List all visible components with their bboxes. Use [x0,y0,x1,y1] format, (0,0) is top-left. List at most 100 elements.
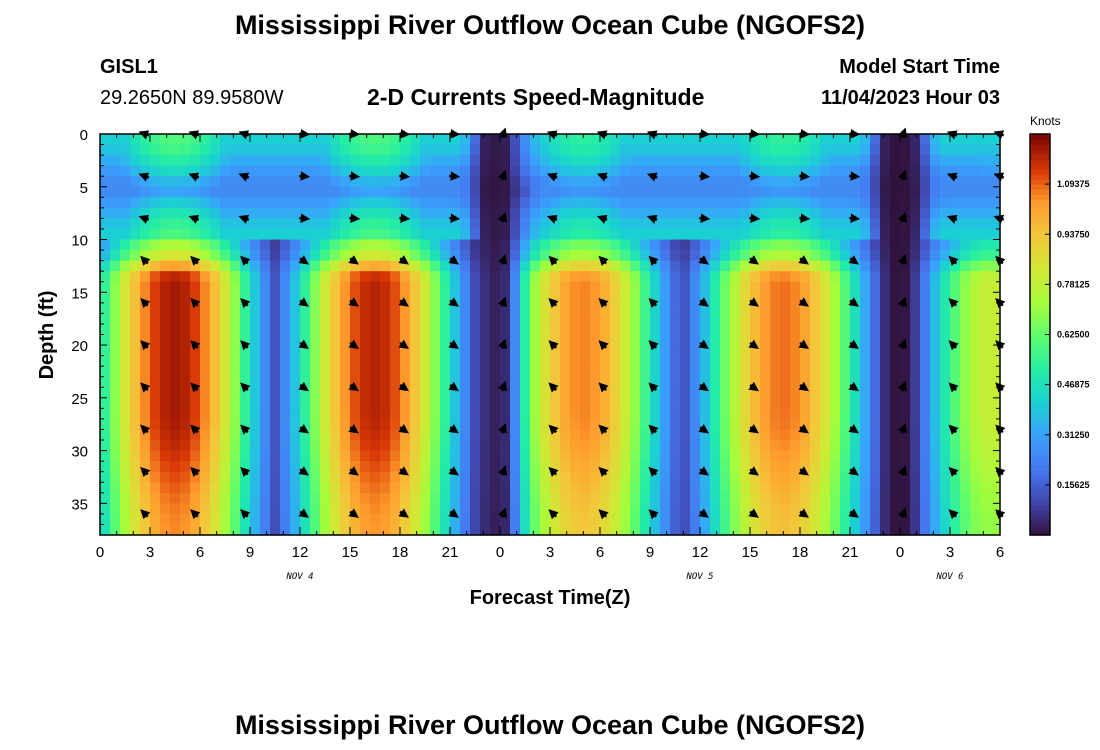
heatmap-cell [290,207,301,220]
heatmap-cell [430,302,441,314]
heatmap-cell [790,440,801,452]
heatmap-cell [610,513,621,526]
heatmap-cell [810,218,821,230]
heatmap-cell [540,408,551,420]
heatmap-cell [910,218,921,230]
heatmap-cell [500,397,511,409]
heatmap-cell [280,429,291,441]
heatmap-cell [360,207,371,220]
colorbar-segment [1030,414,1050,421]
heatmap-cell [220,450,231,462]
current-vector-arrow [449,213,461,223]
heatmap-cell [190,366,201,378]
heatmap-cell [240,176,251,188]
heatmap-cell [200,376,211,388]
heatmap-cell [340,429,351,441]
heatmap-cell [830,207,841,220]
heatmap-cell [420,429,431,441]
heatmap-cell [870,176,881,188]
heatmap-cell [360,397,371,409]
heatmap-cell [980,302,991,314]
heatmap-cell [970,292,981,304]
heatmap-cell [110,366,121,378]
heatmap-cell [430,471,441,483]
colorbar-segment [1030,334,1050,341]
heatmap-cell [250,313,261,325]
heatmap-cell [410,503,421,515]
current-vector-arrow [897,338,907,350]
heatmap-cell [300,197,311,209]
heatmap-cell [870,239,881,251]
heatmap-cell [280,155,291,167]
heatmap-cell [860,186,871,198]
heatmap-cell [220,418,231,431]
heatmap-cell [910,313,921,325]
heatmap-cell [190,155,201,167]
current-vector-arrow [598,255,609,266]
heatmap-cell [880,408,891,420]
heatmap-cell [250,397,261,409]
heatmap-cell [120,450,131,462]
heatmap-cell [420,418,431,431]
heatmap-cell [610,387,621,399]
heatmap-cell [680,323,691,336]
heatmap-cell [550,250,561,262]
heatmap-cell [540,345,551,357]
heatmap-cell [200,355,211,367]
heatmap-cell [960,397,971,409]
heatmap-cell [870,292,881,304]
heatmap-cell [820,207,831,220]
heatmap-cell [910,250,921,262]
heatmap-cell [970,440,981,452]
heatmap-cell [620,228,631,241]
heatmap-cell [110,292,121,304]
heatmap-cell [180,186,191,198]
heatmap-cell [200,440,211,452]
heatmap-cell [880,366,891,378]
heatmap-cell [960,503,971,515]
heatmap-cell [110,260,121,272]
heatmap-cell [590,197,601,209]
heatmap-cell [300,186,311,198]
current-vector-arrow [698,508,709,518]
heatmap-cell [720,292,731,304]
heatmap-cell [980,144,991,156]
heatmap-cell [260,250,271,262]
heatmap-cell [530,302,541,314]
colorbar-segment [1030,469,1050,476]
heatmap-cell [760,292,771,304]
heatmap-cell [480,408,491,420]
heatmap-cell [750,450,761,462]
heatmap-cell [800,450,811,462]
heatmap-cell [720,440,731,452]
heatmap-cell [790,260,801,272]
heatmap-cell [890,397,901,409]
heatmap-cell [680,334,691,346]
heatmap-cell [490,250,501,262]
heatmap-cell [460,345,471,357]
heatmap-cell [530,218,541,230]
heatmap-cell [760,397,771,409]
heatmap-cell [430,313,441,325]
heatmap-cell [780,313,791,325]
heatmap-cell [300,228,311,241]
heatmap-cell [810,323,821,336]
heatmap-cell [970,397,981,409]
heatmap-cell [260,302,271,314]
current-vector-arrow [848,423,859,434]
current-vector-arrow [698,466,709,476]
heatmap-cell [450,323,461,336]
heatmap-cell [720,524,731,536]
heatmap-cell [680,461,691,473]
heatmap-cell [170,186,181,198]
heatmap-cell [310,239,321,251]
heatmap-cell [210,323,221,336]
heatmap-cell [320,302,331,314]
heatmap-cell [150,165,161,177]
heatmap-cell [600,513,611,526]
heatmap-cell [110,408,121,420]
heatmap-cell [890,482,901,494]
colorbar: Knots 0.156250.312500.468750.625000.7812… [1029,114,1090,536]
heatmap-cell [260,218,271,230]
